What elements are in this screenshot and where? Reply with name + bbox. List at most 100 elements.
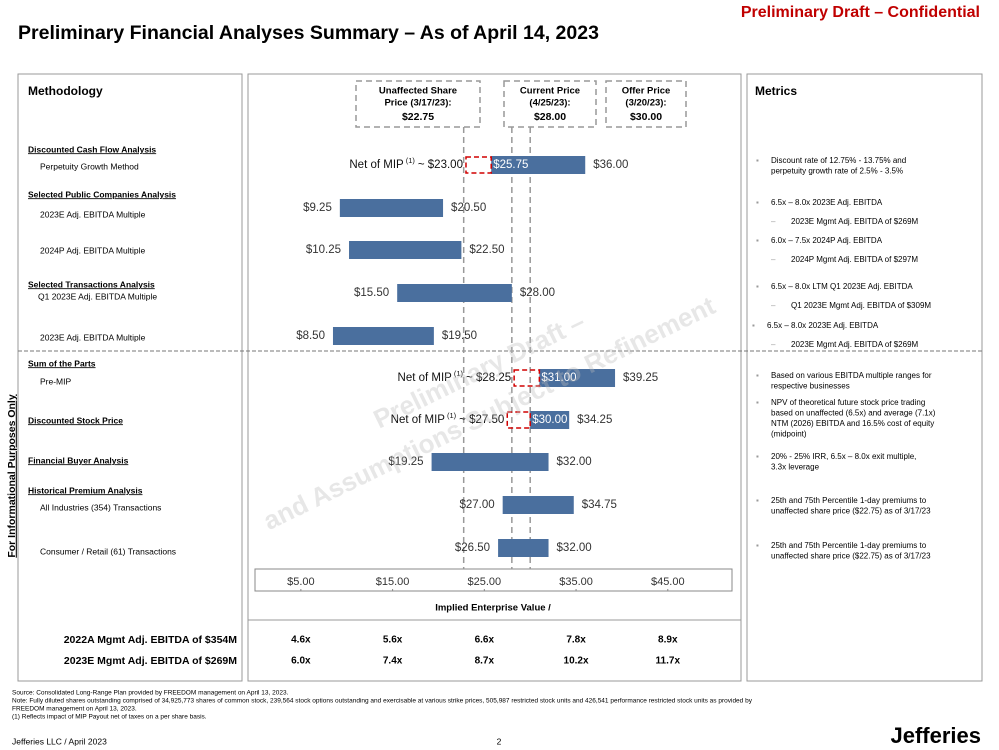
multiple: 10.2x [564,656,589,667]
bar [539,369,616,387]
high-value-label: $34.75 [582,499,617,511]
metric-text: 6.5x – 8.0x 2023E Adj. EBITDA [767,321,879,330]
section-label: Financial Buyer Analysis [28,455,129,465]
low-value-label: $19.25 [388,456,423,468]
metric-text: (midpoint) [771,430,807,439]
company-date: Jefferies LLC / April 2023 [12,736,107,746]
metric-text: unaffected share price ($22.75) as of 3/… [771,507,931,516]
bar [502,496,574,514]
reference-value: $28.00 [534,111,566,123]
low-value-label: $30.00 [532,414,567,426]
method-label: Q1 2023E Adj. EBITDA Multiple [38,291,157,301]
low-value-label: $8.50 [296,330,325,342]
metric-text: Q1 2023E Mgmt Adj. EBITDA of $309M [791,301,931,310]
x-tick-label: $45.00 [651,576,685,588]
multiple: 7.8x [566,635,586,646]
net-note: (1) [406,156,416,165]
footnote: Note: Fully diluted shares outstanding c… [12,698,753,705]
method-label: 2023E Adj. EBITDA Multiple [40,332,146,342]
methodology-panel [17,73,243,682]
multiple: 5.6x [383,635,403,646]
high-value-label: $36.00 [593,159,628,171]
metric-text: 25th and 75th Percentile 1-day premiums … [771,541,927,550]
reference-name: (3/20/23): [625,98,666,109]
low-value-label: $10.25 [306,244,341,256]
table-row-label: 2022A Mgmt Adj. EBITDA of $354M [64,634,238,646]
metric-text: NTM (2026) EBITDA and 16.5% cost of equi… [771,419,934,428]
net-mip-box [465,156,492,174]
metrics-panel [746,73,983,682]
footnote: FREEDOM management on April 13, 2023. [12,706,137,713]
metric-text: NPV of theoretical future stock price tr… [771,398,925,407]
net-value: ~ $28.25 [466,372,511,384]
metric-text: Based on various EBITDA multiple ranges … [771,371,932,380]
reference-name: Unaffected Share [379,86,457,97]
section-label: Discounted Cash Flow Analysis [28,144,156,154]
reference-name: Current Price [520,86,580,97]
metric-text: Discount rate of 12.75% - 13.75% and [771,156,906,165]
bullet: – [771,217,776,226]
confidential-label: Preliminary Draft – Confidential [741,4,980,21]
bullet: – [771,301,776,310]
net-value: ~ $23.00 [418,159,463,171]
net-prefix: Net of MIP [349,159,404,171]
multiple: 4.6x [291,635,311,646]
reference-value: $30.00 [630,111,662,123]
slide-title: Preliminary Financial Analyses Summary –… [18,22,599,44]
table-row-label: 2023E Mgmt Adj. EBITDA of $269M [64,655,237,667]
bar [491,156,586,174]
x-axis-box [254,568,733,592]
multiple: 8.9x [658,635,678,646]
method-label: Consumer / Retail (61) Transactions [40,546,176,556]
multiple: 8.7x [475,656,495,667]
bullet: ▪ [756,541,759,550]
footnote: Source: Consolidated Long-Range Plan pro… [12,690,289,697]
section-label: Selected Public Companies Analysis [28,189,176,199]
low-value-label: $31.00 [541,372,576,384]
multiple: 11.7x [656,656,681,667]
x-axis-label: Implied Enterprise Value / [435,603,551,614]
high-value-label: $19.50 [442,330,477,342]
method-label: 2024P Adj. EBITDA Multiple [40,245,145,255]
metric-text: 6.5x – 8.0x 2023E Adj. EBITDA [771,198,883,207]
footnote: (1) Reflects impact of MIP Payout net of… [12,714,207,721]
x-tick-label: $5.00 [287,576,315,588]
multiple: 6.6x [475,635,495,646]
metric-text: 20% - 25% IRR, 6.5x – 8.0x exit multiple… [771,452,916,461]
panel-title: Metrics [755,84,797,98]
bar [349,241,462,259]
bullet: – [771,340,776,349]
section-label: Sum of the Parts [28,358,96,368]
high-value-label: $22.50 [469,244,504,256]
net-mip-label: Net of MIP (1) ~ $28.25 [398,369,512,384]
high-value-label: $34.25 [577,414,612,426]
metric-text: 6.5x – 8.0x LTM Q1 2023E Adj. EBITDA [771,282,913,291]
low-value-label: $27.00 [459,499,494,511]
reference-name: Price (3/17/23): [384,98,451,109]
net-mip-box [506,411,531,429]
x-tick-label: $35.00 [559,576,593,588]
high-value-label: $28.00 [520,287,555,299]
bar [498,539,549,557]
method-label: 2023E Adj. EBITDA Multiple [40,209,146,219]
metric-text: based on unaffected (6.5x) and average (… [771,409,936,418]
bullet: ▪ [752,321,755,330]
high-value-label: $32.00 [557,542,592,554]
section-label: Discounted Stock Price [28,415,123,425]
bar [339,199,444,217]
reference-name: (4/25/23): [529,98,570,109]
net-prefix: Net of MIP [391,414,446,426]
high-value-label: $20.50 [451,202,486,214]
net-note: (1) [454,369,464,378]
multiple: 6.0x [291,656,311,667]
low-value-label: $26.50 [455,542,490,554]
reference-value: $22.75 [402,111,434,123]
method-label: All Industries (354) Transactions [40,502,161,512]
reference-box [605,80,687,128]
low-value-label: $15.50 [354,287,389,299]
bullet: ▪ [756,236,759,245]
high-value-label: $32.00 [557,456,592,468]
chart-panel [247,73,742,682]
